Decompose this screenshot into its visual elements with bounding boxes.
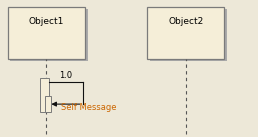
Bar xyxy=(40,78,49,112)
Text: Object1: Object1 xyxy=(29,17,64,26)
Bar xyxy=(8,7,85,59)
Bar xyxy=(45,96,51,112)
Text: 1.0: 1.0 xyxy=(59,71,72,80)
Text: Self Message: Self Message xyxy=(61,103,116,112)
Text: Object2: Object2 xyxy=(168,17,203,26)
Bar xyxy=(10,9,88,61)
Bar xyxy=(150,9,227,61)
Bar xyxy=(147,7,224,59)
